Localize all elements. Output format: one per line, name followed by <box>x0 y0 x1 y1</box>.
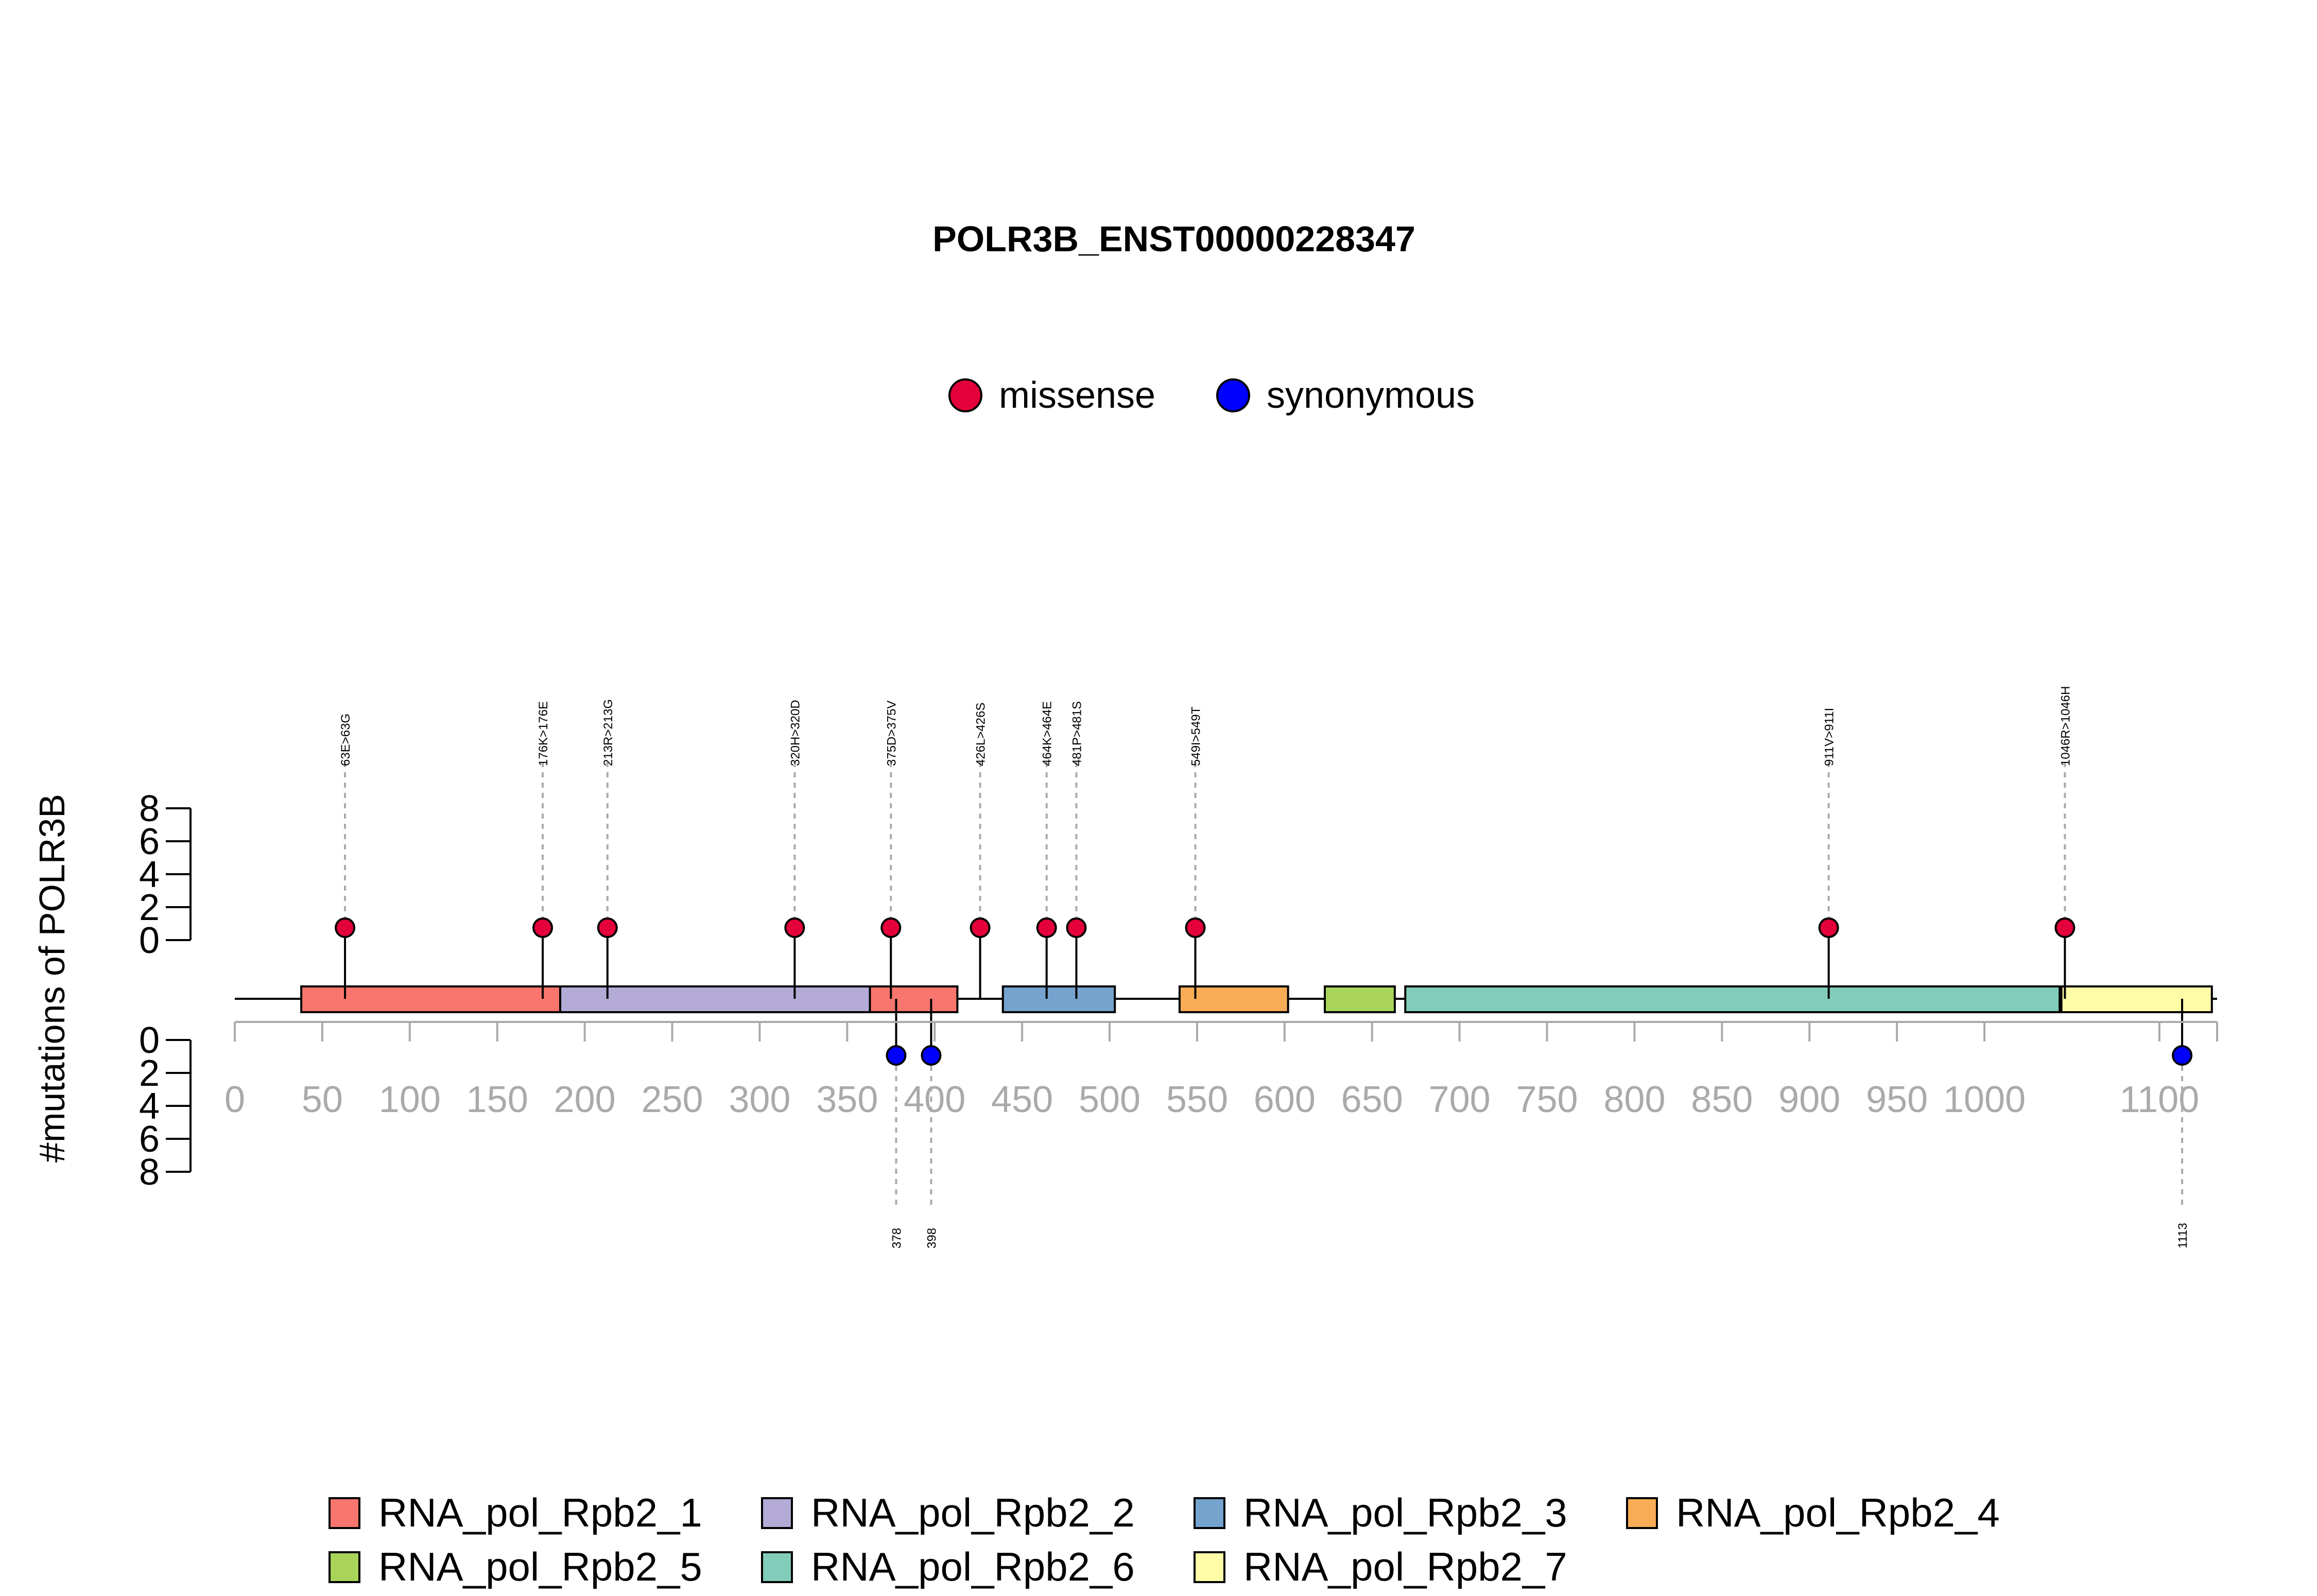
domain-rna-pol-rpb2-1-1 <box>869 985 959 1013</box>
legend-rna-pol-rpb2-3-label: RNA_pol_Rpb2_3 <box>1243 1490 1567 1535</box>
x-tick-label-150: 150 <box>466 1079 528 1120</box>
x-tick-label-750: 750 <box>1516 1079 1578 1120</box>
x-tick-label-650: 650 <box>1341 1079 1403 1120</box>
domain-rna-pol-rpb2-1-0 <box>300 985 562 1013</box>
x-tick-label-450: 450 <box>991 1079 1053 1120</box>
upper-y-tick-label-4: 4 <box>139 854 160 895</box>
synonymous-label-398: 398 <box>925 1228 939 1248</box>
missense-label-375: 375D>375V <box>885 701 898 766</box>
mutation-legend: missense synonymous <box>948 375 1475 416</box>
domain-rna-pol-rpb2-5-5 <box>1323 985 1396 1013</box>
x-tick-label-700: 700 <box>1429 1079 1491 1120</box>
missense-label-213: 213R>213G <box>601 699 615 766</box>
x-tick-label-50: 50 <box>302 1079 343 1120</box>
missense-label-1046: 1046R>1046H <box>2059 686 2072 766</box>
x-tick-label-250: 250 <box>641 1079 703 1120</box>
x-tick-label-800: 800 <box>1603 1079 1665 1120</box>
legend-rna-pol-rpb2-6-swatch <box>761 1551 793 1583</box>
x-tick-label-400: 400 <box>904 1079 965 1120</box>
chart-title: POLR3B_ENST00000228347 <box>932 219 1415 259</box>
x-tick-label-1100: 1100 <box>2119 1079 2199 1120</box>
lower-y-tick-label-8: 8 <box>139 1152 160 1193</box>
domain-rna-pol-rpb2-4-4 <box>1178 985 1289 1013</box>
missense-label-320: 320H>320D <box>788 700 802 766</box>
missense-point-213 <box>597 917 618 938</box>
missense-point-375 <box>880 917 902 938</box>
upper-y-tick-label-6: 6 <box>139 821 160 862</box>
legend-rna-pol-rpb2-1-label: RNA_pol_Rpb2_1 <box>378 1490 702 1535</box>
axes: 0 50 100 150 200 250 300 350 400 450 500 550 600 650 7… <box>139 788 2218 1193</box>
missense-point-911 <box>1818 917 1839 938</box>
upper-y-tick-label-8: 8 <box>139 788 160 829</box>
x-tick-label-300: 300 <box>729 1079 790 1120</box>
legend-rna-pol-rpb2-1-swatch <box>328 1497 360 1529</box>
missense-point-426 <box>970 917 991 938</box>
missense-point-464 <box>1036 917 1057 938</box>
legend-rna-pol-rpb2-4-label: RNA_pol_Rpb2_4 <box>1676 1490 2000 1535</box>
x-tick-label-600: 600 <box>1254 1079 1316 1120</box>
x-tick-label-0: 0 <box>224 1079 245 1120</box>
missense-label-63: 63E>63G <box>339 714 353 766</box>
lollipops: 63E>63G 176K>176E 213R>213G 320H>320D 375D>3… <box>335 686 2193 1248</box>
missense-label-911: 911V>911I <box>1823 708 1837 766</box>
legend-missense-marker <box>948 378 982 412</box>
domain-rna-pol-rpb2-6-6 <box>1404 985 2061 1013</box>
legend-rna-pol-rpb2-5-label: RNA_pol_Rpb2_5 <box>378 1544 702 1589</box>
synonymous-label-378: 378 <box>890 1228 904 1248</box>
missense-point-176 <box>532 917 554 938</box>
legend-rna-pol-rpb2-2-label: RNA_pol_Rpb2_2 <box>811 1490 1135 1535</box>
x-tick-label-200: 200 <box>554 1079 616 1120</box>
legend-rna-pol-rpb2-7-label: RNA_pol_Rpb2_7 <box>1243 1544 1567 1589</box>
missense-point-481 <box>1066 917 1087 938</box>
x-tick-label-350: 350 <box>816 1079 878 1120</box>
legend-rna-pol-rpb2-5-swatch <box>328 1551 360 1583</box>
missense-label-176: 176K>176E <box>537 701 550 766</box>
lower-y-tick-label-4: 4 <box>139 1086 160 1127</box>
synonymous-point-1113 <box>2172 1045 2193 1066</box>
missense-point-1046 <box>2054 917 2076 938</box>
legend-rna-pol-rpb2-6-label: RNA_pol_Rpb2_6 <box>811 1544 1135 1589</box>
upper-y-tick-label-0: 0 <box>139 920 160 961</box>
synonymous-point-378 <box>886 1045 907 1066</box>
synonymous-label-1113: 1113 <box>2176 1223 2190 1248</box>
x-tick-label-950: 950 <box>1866 1079 1928 1120</box>
domain-rna-pol-rpb2-3-3 <box>1001 985 1116 1013</box>
domain-track <box>235 985 2217 1013</box>
missense-point-549 <box>1185 917 1206 938</box>
domain-rna-pol-rpb2-7-7 <box>2060 985 2213 1013</box>
missense-point-63 <box>335 917 356 938</box>
x-tick-label-900: 900 <box>1778 1079 1840 1120</box>
legend-rna-pol-rpb2-2-swatch <box>761 1497 793 1529</box>
legend-missense-label: missense <box>999 375 1155 416</box>
missense-label-549: 549I>549T <box>1189 706 1203 766</box>
x-tick-label-500: 500 <box>1079 1079 1140 1120</box>
missense-point-320 <box>784 917 805 938</box>
missense-label-426: 426L>426S <box>974 703 988 766</box>
lower-y-tick-label-2: 2 <box>139 1053 160 1094</box>
y-axis-label: #mutations of POLR3B <box>32 794 72 1163</box>
x-tick-label-1000: 1000 <box>1943 1079 2026 1120</box>
legend-synonymous-marker <box>1216 378 1250 412</box>
domain-rna-pol-rpb2-2-2 <box>559 985 871 1013</box>
legend-rna-pol-rpb2-3-swatch <box>1194 1497 1225 1529</box>
upper-y-tick-label-2: 2 <box>139 887 160 928</box>
x-tick-label-550: 550 <box>1166 1079 1228 1120</box>
domain-legend: RNA_pol_Rpb2_1 RNA_pol_Rpb2_2 RNA_pol_Rpb2… <box>328 1490 2000 1589</box>
lower-y-tick-label-0: 0 <box>139 1020 160 1061</box>
lower-y-tick-label-6: 6 <box>139 1119 160 1160</box>
synonymous-point-398 <box>921 1045 942 1066</box>
x-tick-label-100: 100 <box>379 1079 441 1120</box>
missense-label-464: 464K>464E <box>1041 701 1054 766</box>
legend-rna-pol-rpb2-7-swatch <box>1194 1551 1225 1583</box>
legend-rna-pol-rpb2-4-swatch <box>1626 1497 1658 1529</box>
missense-label-481: 481P>481S <box>1070 701 1084 766</box>
legend-synonymous-label: synonymous <box>1267 375 1475 416</box>
x-tick-label-850: 850 <box>1691 1079 1753 1120</box>
